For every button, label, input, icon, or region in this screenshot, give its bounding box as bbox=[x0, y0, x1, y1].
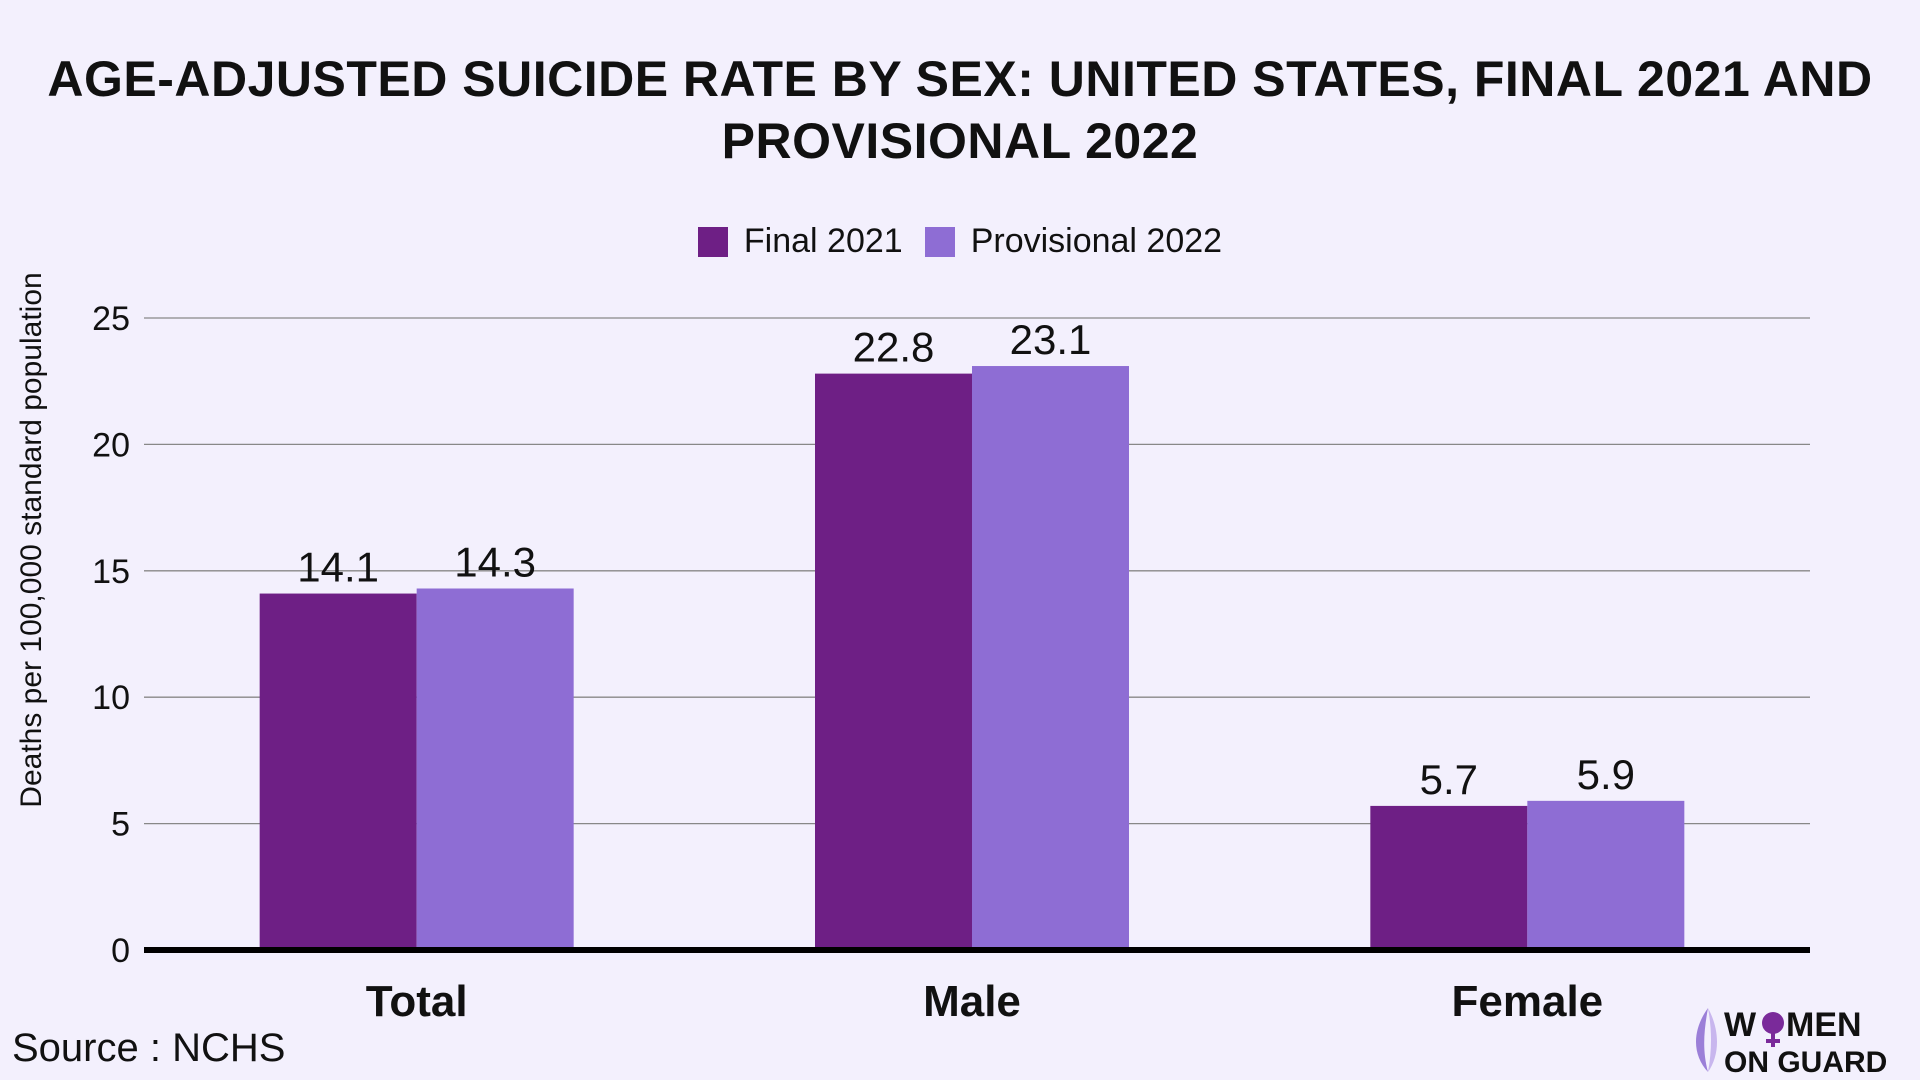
women-on-guard-logo: W MEN ON GUARD bbox=[1696, 1006, 1887, 1075]
data-label: 5.7 bbox=[1420, 756, 1478, 803]
legend: Final 2021 Provisional 2022 bbox=[0, 222, 1920, 261]
legend-label: Final 2021 bbox=[743, 222, 903, 260]
source-note: Source : NCHS bbox=[12, 1026, 286, 1070]
svg-text:W: W bbox=[1724, 1006, 1757, 1044]
x-tick-label: Female bbox=[1452, 977, 1604, 1026]
y-tick-label: 5 bbox=[111, 806, 130, 844]
data-label: 14.1 bbox=[297, 544, 379, 591]
svg-text:ON GUARD: ON GUARD bbox=[1724, 1046, 1887, 1075]
data-label: 23.1 bbox=[1010, 316, 1092, 363]
legend-item-provisional-2022: Provisional 2022 bbox=[924, 222, 1223, 261]
svg-text:MEN: MEN bbox=[1786, 1006, 1862, 1044]
x-tick-label: Total bbox=[366, 977, 468, 1026]
legend-label: Provisional 2022 bbox=[970, 222, 1223, 260]
y-tick-label: 10 bbox=[92, 679, 130, 717]
x-tick-label: Male bbox=[923, 977, 1021, 1026]
bar-female-1 bbox=[1527, 800, 1685, 950]
legend-swatch bbox=[924, 226, 955, 257]
y-tick-label: 20 bbox=[92, 426, 130, 464]
legend-item-final-2021: Final 2021 bbox=[697, 222, 903, 261]
bar-total-0 bbox=[259, 593, 417, 950]
y-tick-label: 25 bbox=[92, 300, 130, 338]
legend-swatch bbox=[697, 226, 728, 257]
data-label: 14.3 bbox=[454, 538, 536, 585]
y-tick-label: 15 bbox=[92, 553, 130, 591]
data-label: 5.9 bbox=[1577, 751, 1635, 798]
bar-female-0 bbox=[1370, 805, 1528, 950]
data-label: 22.8 bbox=[853, 324, 935, 371]
bar-male-1 bbox=[972, 366, 1129, 951]
chart-title: AGE-ADJUSTED SUICIDE RATE BY SEX: UNITED… bbox=[47, 51, 1873, 169]
y-tick-label: 0 bbox=[111, 932, 130, 970]
bar-total-1 bbox=[416, 588, 574, 950]
bar-male-0 bbox=[815, 373, 972, 951]
